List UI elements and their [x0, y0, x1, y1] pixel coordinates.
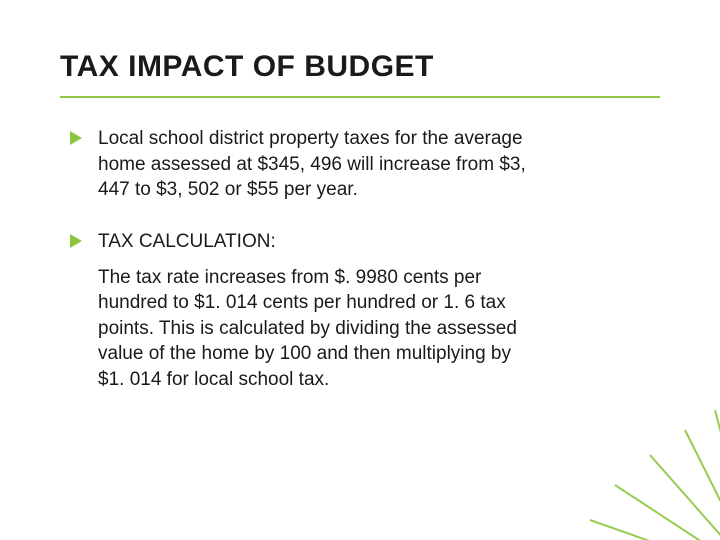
bullet-lead: TAX CALCULATION:: [98, 229, 538, 255]
bullet-subtext: The tax rate increases from $. 9980 cent…: [98, 265, 538, 393]
bullet-item: Local school district property taxes for…: [70, 126, 660, 203]
bullet-item: TAX CALCULATION: The tax rate increases …: [70, 229, 660, 393]
bullet-text: TAX CALCULATION: The tax rate increases …: [98, 229, 538, 393]
bullet-arrow-icon: [70, 234, 82, 248]
slide-title: TAX IMPACT OF BUDGET: [60, 50, 660, 98]
bullet-text: Local school district property taxes for…: [98, 126, 538, 203]
bullet-list: Local school district property taxes for…: [60, 126, 660, 393]
slide: TAX IMPACT OF BUDGET Local school distri…: [0, 0, 720, 540]
bullet-arrow-icon: [70, 131, 82, 145]
